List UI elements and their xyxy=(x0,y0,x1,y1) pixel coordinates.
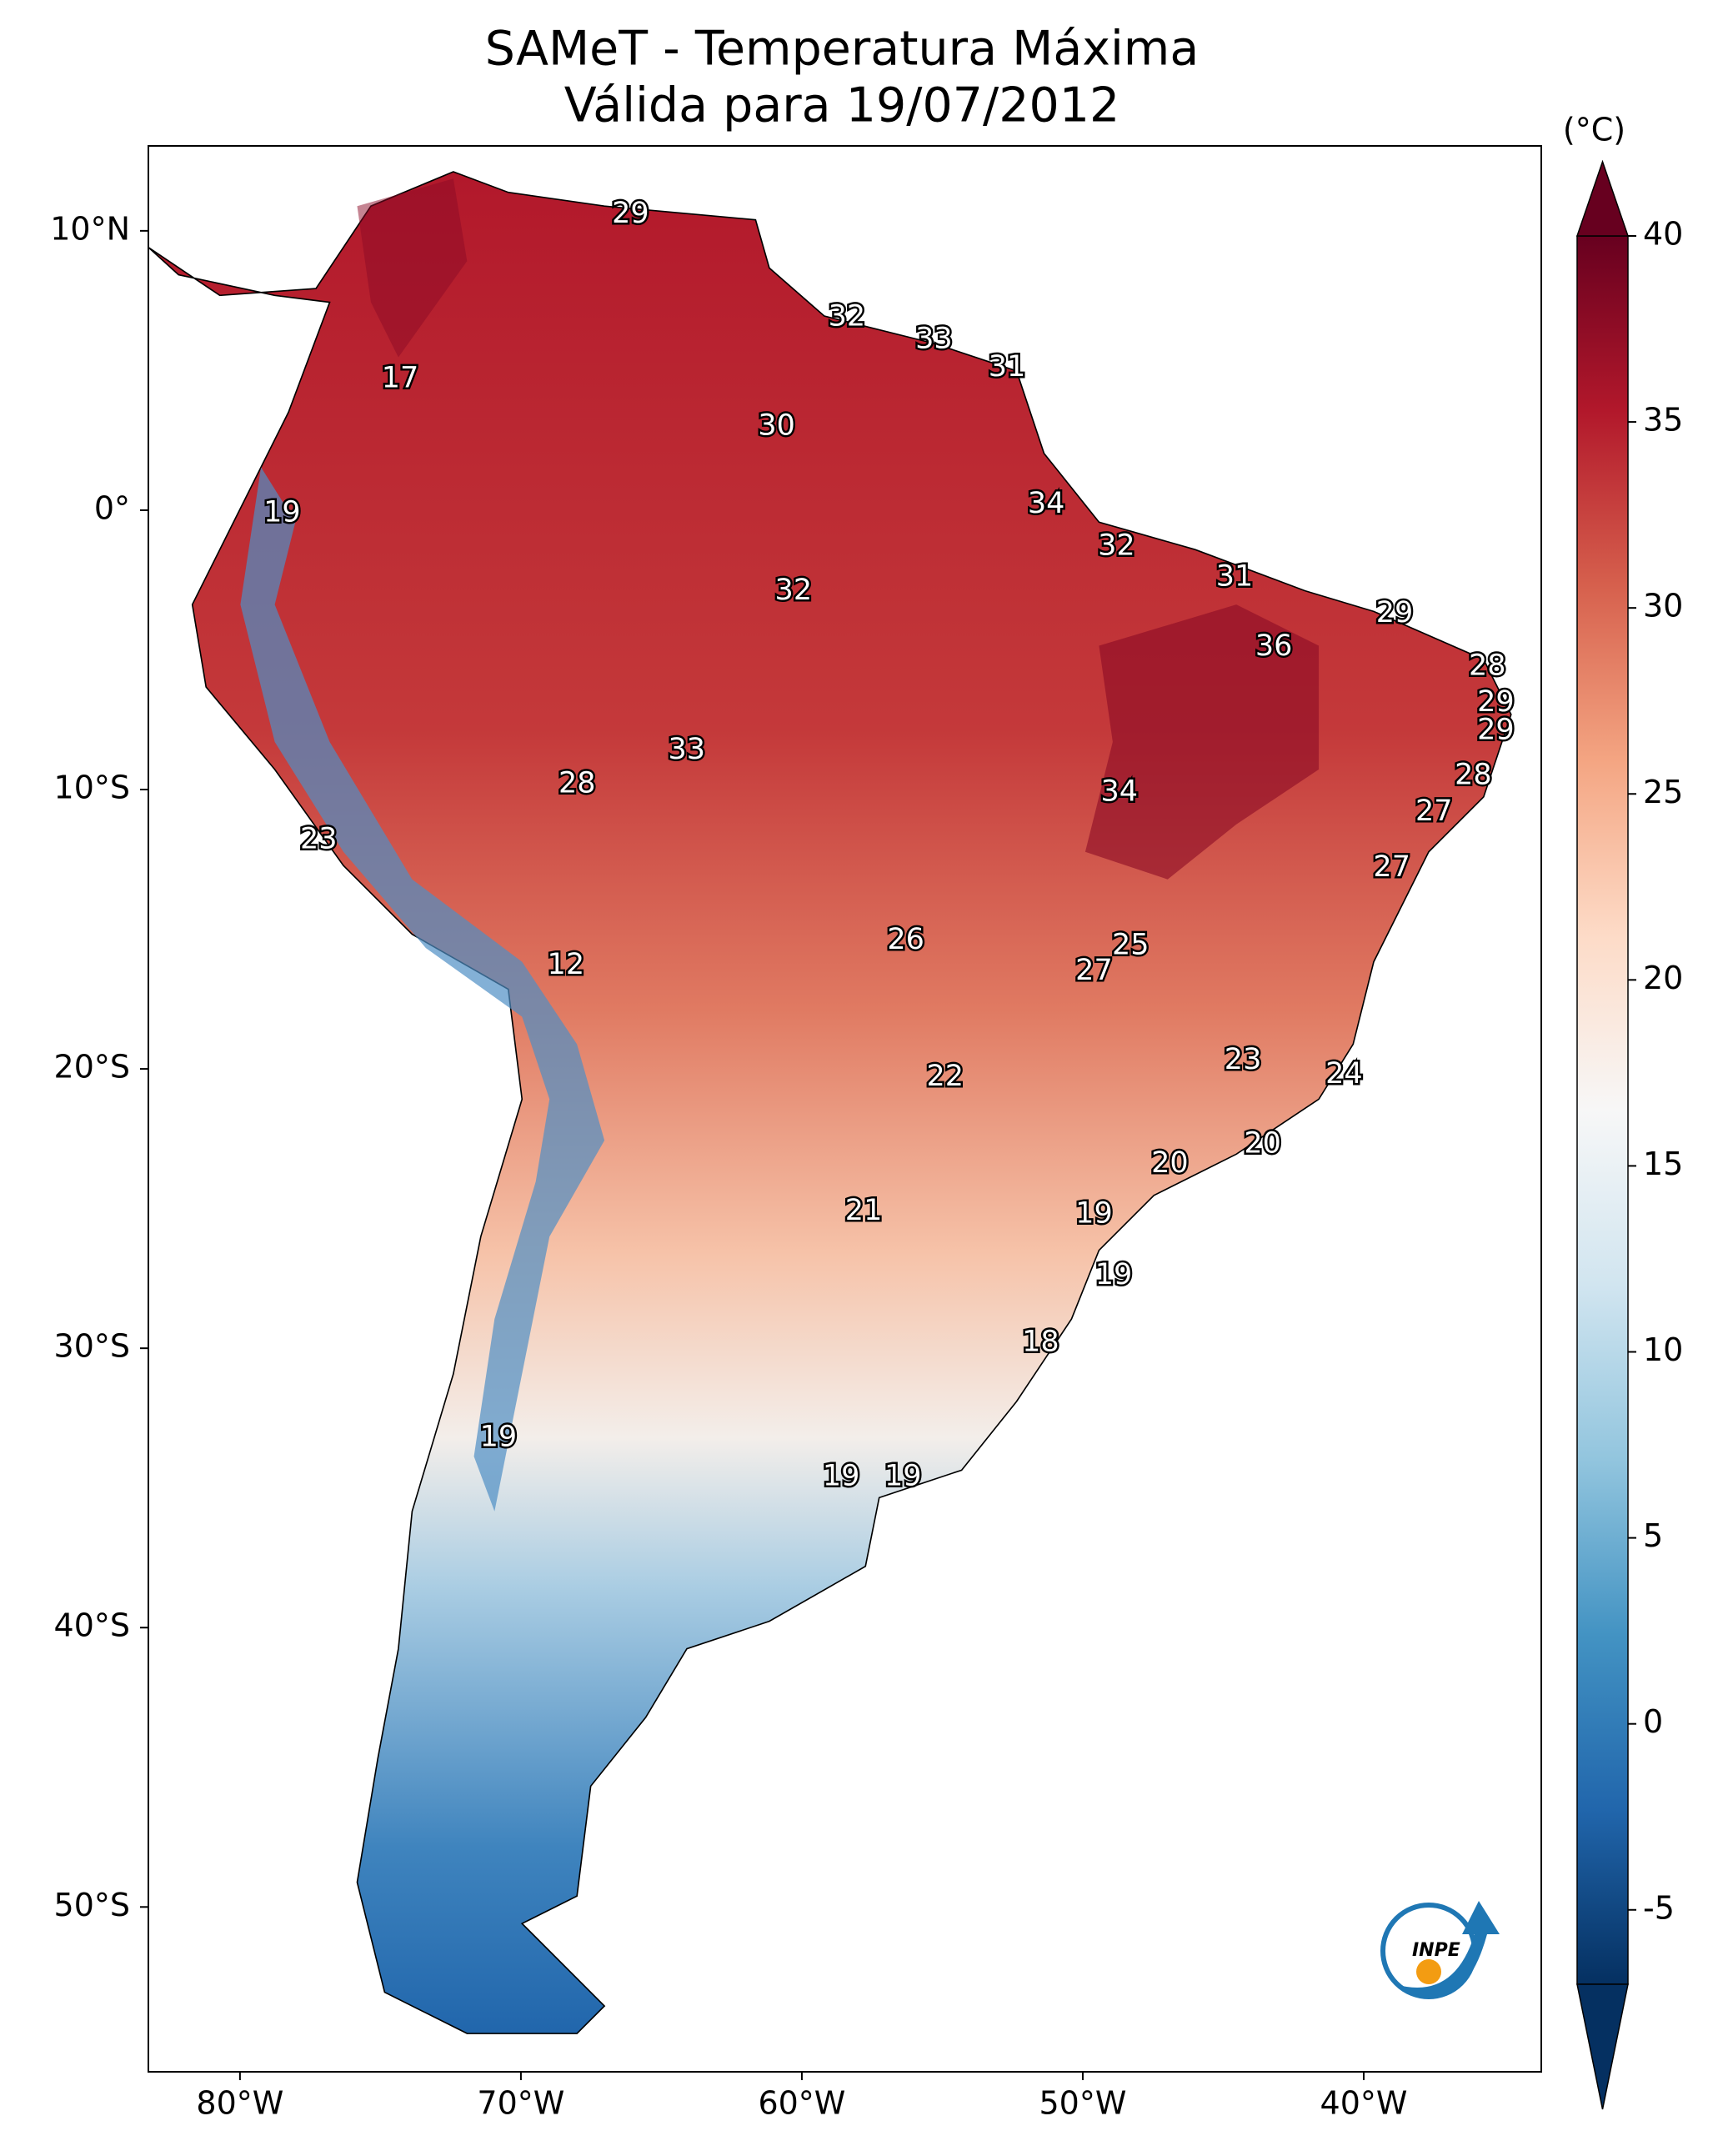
logo-text: INPE xyxy=(1412,1940,1460,1961)
station-label: 33 xyxy=(915,323,953,356)
colorbar-extend xyxy=(1576,1983,1629,2110)
station-label: 19 xyxy=(884,1459,922,1492)
station-label: 33 xyxy=(668,733,705,766)
station-label: 34 xyxy=(1101,775,1139,808)
x-tick-label: 60°W xyxy=(758,2085,845,2122)
station-label: 23 xyxy=(300,822,338,855)
logo: INPE xyxy=(1380,1901,1500,1999)
station-label: 29 xyxy=(1376,596,1414,629)
y-tick-label: 40°S xyxy=(54,1607,130,1644)
colorbar-tick-label: 20 xyxy=(1643,960,1683,996)
colorbar-tick-label: 30 xyxy=(1643,588,1683,624)
station-label: 19 xyxy=(1075,1196,1113,1230)
station-label: 28 xyxy=(1455,758,1492,791)
station-label: 27 xyxy=(1075,954,1113,987)
station-label: 20 xyxy=(1244,1127,1281,1161)
station-label: 19 xyxy=(263,495,301,529)
station-label: 29 xyxy=(612,197,649,230)
colorbar-tick-label: 10 xyxy=(1643,1331,1683,1368)
station-label: 29 xyxy=(1477,685,1515,719)
colorbar-tick-label: 25 xyxy=(1643,774,1683,810)
station-label: 18 xyxy=(1022,1325,1059,1358)
colorbar-tick-label: 5 xyxy=(1643,1517,1663,1554)
x-tick-label: 70°W xyxy=(477,2085,564,2122)
station-label: 27 xyxy=(1373,850,1410,884)
station-label: 19 xyxy=(1095,1258,1133,1291)
colorbar-tick-label: -5 xyxy=(1643,1889,1675,1926)
station-label: 28 xyxy=(558,766,596,800)
x-tick-label: 80°W xyxy=(196,2085,283,2122)
x-tick-label: 50°W xyxy=(1039,2085,1126,2122)
station-label: 36 xyxy=(1255,629,1293,663)
y-tick-label: 50°S xyxy=(54,1887,130,1923)
station-label: 26 xyxy=(887,923,924,956)
station-label: 31 xyxy=(1216,559,1254,593)
y-tick-label: 20°S xyxy=(54,1049,130,1086)
station-label: 28 xyxy=(1469,649,1506,683)
station-label: 20 xyxy=(1151,1146,1189,1180)
station-label: 31 xyxy=(989,350,1026,384)
colorbar-tick-label: 15 xyxy=(1643,1146,1683,1182)
colorbar-label: (°C) xyxy=(1563,112,1625,148)
title-line: Válida para 19/07/2012 xyxy=(564,78,1120,133)
colorbar-tick-label: 35 xyxy=(1643,402,1683,439)
y-tick-label: 10°N xyxy=(50,210,130,247)
station-label: 29 xyxy=(1477,714,1515,747)
y-tick-label: 10°S xyxy=(54,770,130,806)
station-label: 32 xyxy=(1098,529,1135,562)
land xyxy=(148,171,1512,2034)
station-label: 30 xyxy=(758,409,795,442)
station-label: 22 xyxy=(927,1060,964,1093)
station-label: 24 xyxy=(1325,1057,1363,1091)
station-label: 12 xyxy=(548,948,585,981)
colorbar-tick-label: 40 xyxy=(1643,216,1683,253)
title-line: SAMeT - Temperatura Máxima xyxy=(485,22,1200,77)
y-tick-label: 30°S xyxy=(54,1328,130,1365)
station-label: 21 xyxy=(845,1194,883,1227)
station-label: 34 xyxy=(1028,487,1065,520)
colorbar-extend xyxy=(1575,159,1630,237)
x-tick-label: 40°W xyxy=(1320,2085,1408,2122)
map-frame xyxy=(148,145,1542,2073)
station-label: 23 xyxy=(1225,1043,1262,1076)
station-label: 32 xyxy=(829,300,866,333)
colorbar-tick-label: 0 xyxy=(1643,1703,1663,1740)
colorbar xyxy=(1576,235,1629,1985)
station-label: 19 xyxy=(823,1459,860,1492)
station-label: 27 xyxy=(1415,795,1453,828)
y-tick-label: 0° xyxy=(94,489,130,526)
station-label: 32 xyxy=(775,574,813,607)
station-label: 19 xyxy=(480,1420,518,1453)
station-label: 17 xyxy=(382,361,419,394)
station-label: 25 xyxy=(1112,929,1150,962)
